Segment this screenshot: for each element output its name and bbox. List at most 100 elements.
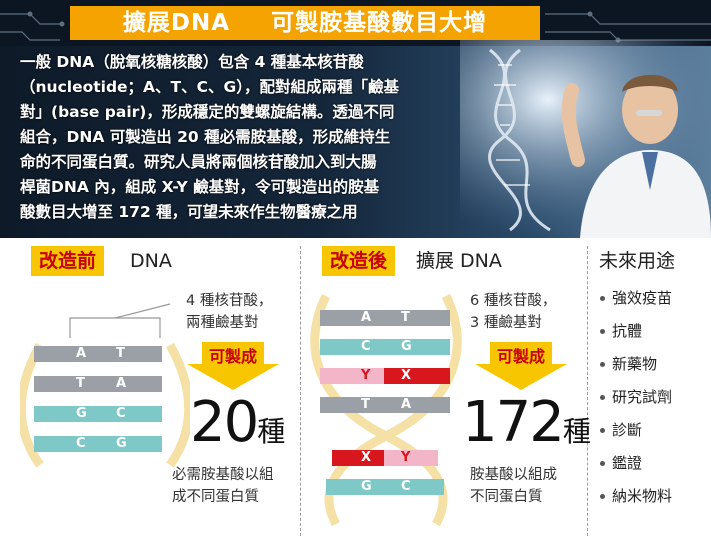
arrow-icon: [490, 342, 552, 364]
arrow-tip-icon: [475, 364, 567, 390]
after-count-number: 172: [462, 390, 565, 455]
title-part-2: 可製胺基酸數目大增: [271, 10, 488, 36]
list-item: 研究試劑: [600, 381, 672, 414]
intro-line: 酸數目大增至 172 種，可望未來作生物醫療之用: [20, 203, 358, 221]
note-line: 4 種核苷酸，: [186, 293, 273, 309]
bullet-icon: [600, 296, 605, 301]
intro-line: （nucleotide；A、T、C、G），配對組成兩種「鹼基: [20, 78, 399, 96]
after-label: 擴展 DNA: [416, 250, 502, 272]
base-left: A: [76, 346, 87, 361]
intro-text: 一般 DNA（脫氧核糖核酸）包含 4 種基本核苷酸 （nucleotide；A、…: [20, 50, 465, 225]
desc-line: 成不同蛋白質: [172, 489, 259, 505]
use-item-label: 抗體: [612, 322, 643, 340]
bullet-icon: [600, 461, 605, 466]
use-item-label: 鑑證: [612, 454, 643, 472]
before-count-number: 20: [190, 390, 259, 455]
dna-diagram-after: [310, 293, 462, 526]
list-item: 強效疫苗: [600, 282, 672, 315]
use-item-label: 診斷: [612, 421, 643, 439]
divider: [300, 246, 301, 536]
list-item: 抗體: [600, 315, 672, 348]
arrow-icon: [202, 342, 264, 364]
after-note: 6 種核苷酸， 3 種鹼基對: [470, 290, 556, 334]
base-right: Y: [401, 450, 411, 465]
bullet-icon: [600, 494, 605, 499]
title-bar: 擴展DNA 可製胺基酸數目大增: [0, 0, 711, 46]
bullet-icon: [600, 362, 605, 367]
page-title: 擴展DNA 可製胺基酸數目大增: [70, 6, 540, 40]
base-pair: X Y: [355, 450, 415, 466]
base-left: X: [361, 450, 372, 465]
dna-diagram-before: [20, 303, 190, 468]
before-arrow-label: 可製成: [208, 347, 257, 366]
base-left: T: [76, 376, 85, 391]
base-left: G: [76, 406, 87, 421]
after-tag: 改造後: [322, 246, 396, 276]
title-part-1: 擴展DNA: [122, 10, 231, 36]
intro-line: 命的不同蛋白質。研究人員將兩個核苷酸加入到大腸: [20, 153, 377, 171]
before-tag: 改造前: [31, 246, 105, 276]
base-pair: C G: [70, 436, 130, 452]
after-count: 172種: [462, 390, 591, 455]
note-line: 兩種鹼基對: [186, 315, 259, 331]
use-item-label: 新藥物: [612, 355, 658, 373]
base-pair: A T: [355, 310, 415, 326]
after-arrow-label: 可製成: [496, 347, 545, 366]
intro-line: 對」(base pair)，形成穩定的雙螺旋結構。透過不同: [20, 103, 395, 121]
base-left: C: [361, 339, 371, 354]
base-right: C: [401, 479, 411, 494]
before-label: DNA: [130, 250, 172, 272]
base-right: A: [116, 376, 127, 391]
desc-line: 胺基酸以組成: [470, 467, 557, 483]
base-right: G: [116, 436, 127, 451]
base-left: A: [361, 310, 372, 325]
note-line: 6 種核苷酸，: [470, 293, 557, 309]
arrow-tip-icon: [187, 364, 279, 390]
list-item: 鑑證: [600, 447, 672, 480]
note-line: 3 種鹼基對: [470, 315, 542, 331]
base-pair: G C: [70, 406, 130, 422]
base-right: A: [401, 397, 412, 412]
base-left: C: [76, 436, 86, 451]
base-right: G: [401, 339, 412, 354]
base-pair: C G: [355, 339, 415, 355]
top-panel: 擴展DNA 可製胺基酸數目大增 一般 DNA（脫氧核糖核酸）包含 4 種基本核苷…: [0, 0, 711, 238]
use-item-label: 研究試劑: [612, 388, 673, 406]
base-left: G: [361, 479, 372, 494]
base-pair: T A: [70, 376, 130, 392]
desc-line: 必需胺基酸以組: [172, 467, 274, 483]
base-pair: T A: [355, 397, 415, 413]
desc-line: 不同蛋白質: [470, 489, 543, 505]
intro-line: 組合，DNA 可製造出 20 種必需胺基酸，形成維持生: [20, 128, 391, 146]
base-pair: A T: [70, 346, 130, 362]
after-description: 胺基酸以組成 不同蛋白質: [470, 464, 557, 508]
bullet-icon: [600, 329, 605, 334]
base-right: T: [401, 310, 410, 325]
base-pair: Y X: [355, 368, 415, 384]
bullet-icon: [600, 428, 605, 433]
intro-line: 桿菌DNA 內，組成 X-Y 鹼基對，令可製造出的胺基: [20, 178, 380, 196]
intro-line: 一般 DNA（脫氧核糖核酸）包含 4 種基本核苷酸: [20, 53, 364, 71]
divider: [587, 246, 588, 536]
base-right: C: [116, 406, 126, 421]
base-left: Y: [361, 368, 371, 383]
after-count-unit: 種: [562, 415, 591, 448]
bullet-icon: [600, 395, 605, 400]
list-item: 新藥物: [600, 348, 672, 381]
base-pair: G C: [355, 479, 415, 495]
list-item: 納米物料: [600, 480, 672, 513]
before-count: 20種: [190, 390, 285, 455]
list-item: 診斷: [600, 414, 672, 447]
uses-title: 未來用途: [599, 250, 676, 272]
base-right: X: [401, 368, 412, 383]
before-description: 必需胺基酸以組 成不同蛋白質: [172, 464, 274, 508]
before-note: 4 種核苷酸， 兩種鹼基對: [186, 290, 272, 334]
before-count-unit: 種: [257, 415, 286, 448]
base-right: T: [116, 346, 125, 361]
use-item-label: 強效疫苗: [612, 289, 673, 307]
use-item-label: 納米物料: [612, 487, 673, 505]
uses-list: 強效疫苗 抗體 新藥物 研究試劑 診斷 鑑證 納米物料: [600, 282, 672, 513]
base-left: T: [361, 397, 370, 412]
scientist-illustration: [460, 40, 711, 238]
